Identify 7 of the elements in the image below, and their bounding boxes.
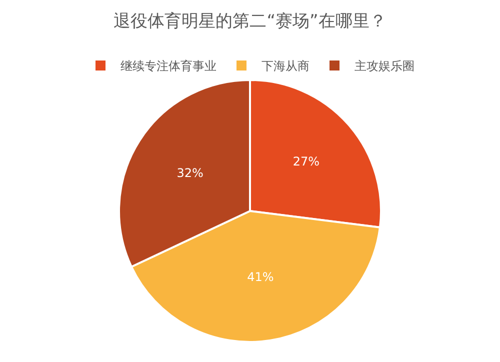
data-label: 41% [247,270,274,284]
legend-label: 下海从商 [262,59,310,74]
legend-label: 继续专注体育事业 [120,59,216,74]
data-label: 27% [292,154,320,168]
legend-label: 主攻娱乐圈 [354,59,414,74]
data-label: 32% [176,166,204,180]
chart-title: 退役体育明星的第二“赛场”在哪里？ [114,11,386,32]
